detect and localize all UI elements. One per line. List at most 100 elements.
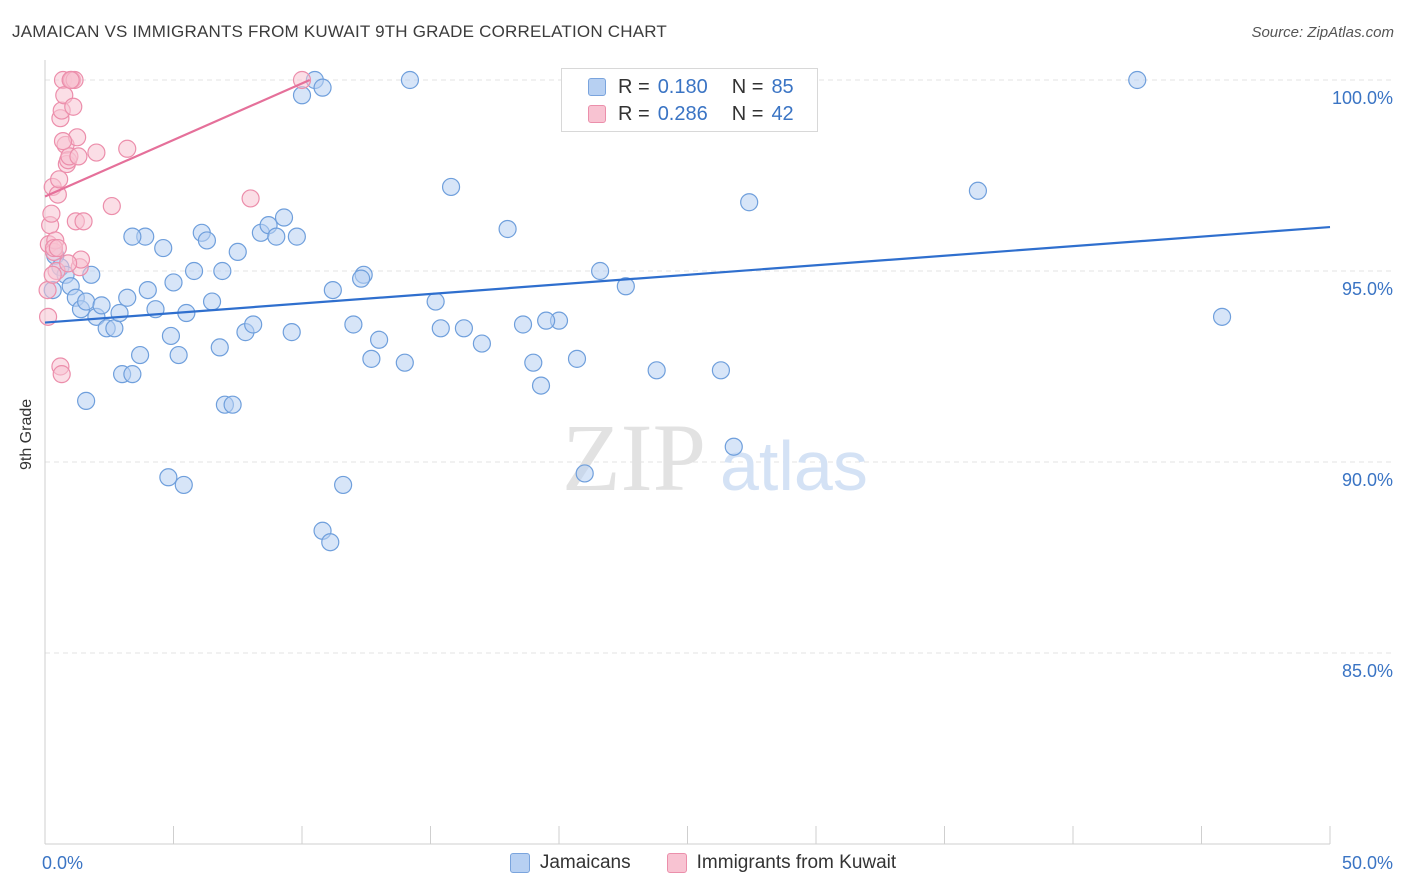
- jamaican-point: [711, 361, 731, 380]
- jamaican-point: [454, 319, 474, 338]
- legend-item-kuwait[interactable]: Immigrants from Kuwait: [666, 852, 897, 874]
- jamaican-point: [138, 281, 157, 300]
- y-tick-labels: 100.0% 95.0% 90.0% 85.0%: [1332, 88, 1393, 681]
- kuwait-point: [52, 365, 71, 384]
- jamaican-point: [184, 261, 204, 281]
- jamaican-point: [123, 227, 142, 246]
- jamaican-point: [161, 326, 181, 346]
- jamaican-point: [228, 242, 247, 261]
- jamaicans-legend-label: Jamaicans: [539, 852, 631, 873]
- jamaican-point: [740, 193, 759, 212]
- jamaican-point: [441, 177, 461, 197]
- jamaican-point: [154, 238, 173, 258]
- jamaican-point: [169, 345, 188, 365]
- stats-legend: R = 0.180 N = 85 R = 0.286 N = 42: [561, 68, 818, 132]
- jamaicans-legend-swatch: [509, 853, 530, 873]
- jamaican-point: [968, 181, 988, 200]
- jamaican-point: [292, 86, 312, 105]
- kuwait-point: [48, 238, 67, 258]
- jamaican-point: [110, 303, 129, 323]
- jamaican-point: [334, 475, 353, 495]
- legend-item-jamaicans[interactable]: Jamaicans: [509, 852, 631, 874]
- jamaican-point: [362, 349, 381, 368]
- jamaican-point: [591, 261, 610, 281]
- kuwait-point: [69, 147, 88, 166]
- jamaican-point: [197, 231, 217, 250]
- kuwait-point: [102, 196, 121, 216]
- kuwait-point: [87, 143, 106, 162]
- jamaican-trend-line: [44, 225, 1331, 324]
- jamaican-point: [426, 292, 445, 311]
- kuwait-point: [42, 204, 61, 223]
- jamaican-point: [498, 219, 517, 239]
- legend-row-kuwait: R = 0.286 N = 42: [588, 102, 794, 126]
- jamaican-point: [431, 319, 450, 338]
- kuwait-point: [64, 97, 83, 116]
- jamaican-point: [513, 315, 533, 334]
- jamaican-point: [92, 296, 111, 315]
- x-tick-labels: 0.0% 50.0%: [42, 853, 1393, 873]
- jamaican-point: [531, 376, 551, 395]
- jamaican-point: [210, 338, 229, 357]
- jamaican-point: [472, 334, 491, 353]
- jamaicans-r-value: 0.180: [657, 75, 708, 98]
- kuwait-point: [43, 265, 62, 284]
- kuwait-point: [241, 189, 260, 208]
- jamaican-point: [524, 353, 543, 372]
- jamaican-point: [616, 277, 635, 296]
- jamaican-point: [647, 361, 666, 380]
- jamaican-point: [287, 227, 306, 246]
- y-tick-label: 90.0%: [1342, 470, 1393, 490]
- jamaican-point: [159, 468, 178, 487]
- jamaican-point: [323, 281, 342, 300]
- jamaican-point: [213, 261, 232, 281]
- jamaican-point: [164, 273, 183, 292]
- watermark-zip: ZIP: [562, 404, 706, 511]
- kuwait-point: [50, 170, 69, 189]
- jamaican-point: [537, 311, 556, 330]
- kuwait-point: [74, 212, 93, 231]
- watermark: ZIP atlas: [562, 404, 868, 511]
- kuwait-legend-label: Immigrants from Kuwait: [696, 852, 897, 873]
- jamaican-point: [123, 365, 142, 384]
- jamaican-point: [1212, 307, 1232, 326]
- jamaicans-n-value: 85: [771, 75, 794, 98]
- kuwait-point: [38, 281, 57, 300]
- jamaican-point: [274, 208, 294, 227]
- chart-title: JAMAICAN VS IMMIGRANTS FROM KUWAIT 9TH G…: [12, 22, 667, 41]
- jamaican-point: [77, 391, 96, 410]
- kuwait-point: [59, 254, 78, 273]
- y-tick-label: 95.0%: [1342, 279, 1393, 299]
- jamaican-point: [724, 437, 743, 456]
- legend-row-jamaicans: R = 0.180 N = 85: [588, 75, 794, 99]
- kuwait-r-value: 0.286: [657, 102, 708, 125]
- kuwait-point: [118, 139, 137, 158]
- kuwait-point: [53, 132, 73, 151]
- jamaican-point: [282, 323, 301, 342]
- y-tick-label: 100.0%: [1332, 88, 1393, 108]
- jamaican-point: [244, 315, 263, 334]
- jamaican-point: [400, 70, 420, 90]
- jamaican-point: [313, 78, 332, 97]
- x-tick-label: 50.0%: [1342, 853, 1393, 873]
- jamaican-point: [395, 353, 414, 372]
- kuwait-swatch: [588, 105, 606, 123]
- jamaican-point: [118, 288, 137, 307]
- jamaican-point: [202, 292, 222, 311]
- jamaican-point: [1128, 70, 1147, 90]
- jamaicans-swatch: [588, 78, 606, 96]
- jamaican-point: [77, 292, 96, 311]
- jamaican-point: [567, 349, 587, 368]
- jamaican-point: [344, 315, 363, 334]
- legend-r-label: R =: [618, 102, 650, 125]
- jamaican-point: [575, 464, 594, 483]
- jamaican-point: [130, 345, 150, 365]
- jamaican-point: [370, 330, 389, 349]
- jamaican-point: [267, 227, 286, 246]
- kuwait-trend-line: [44, 78, 311, 198]
- jamaican-point: [321, 533, 340, 552]
- kuwait-legend-swatch: [666, 853, 687, 873]
- y-tick-label: 85.0%: [1342, 661, 1393, 681]
- kuwait-n-value: 42: [771, 102, 794, 125]
